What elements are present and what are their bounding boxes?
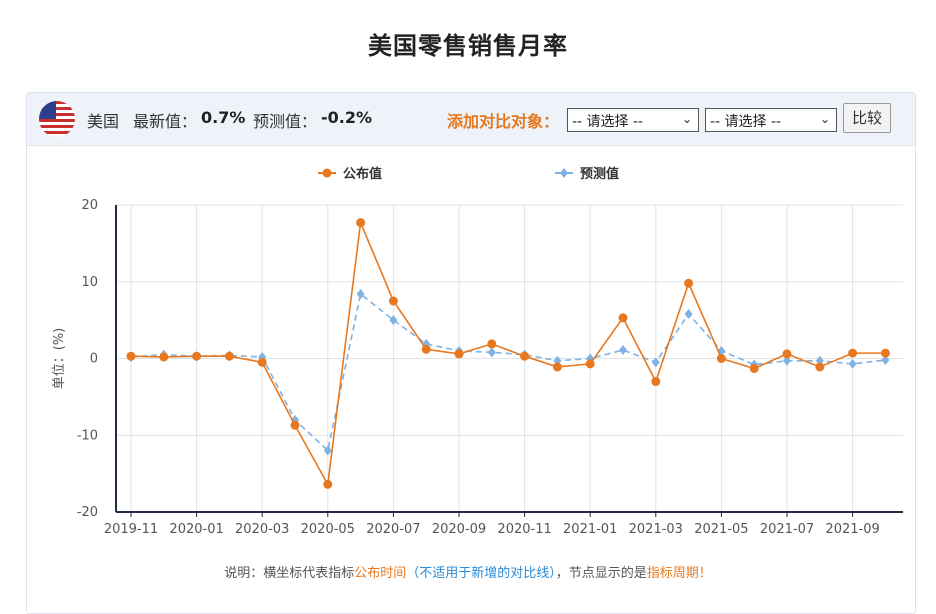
data-point-published [684,278,694,288]
x-tick-label: 2019-11 [104,522,158,537]
select-2-value: -- 请选择 -- [710,114,782,130]
data-point-published [257,357,267,367]
data-point-published [421,344,431,354]
x-tick-label: 2021-03 [629,522,683,537]
x-tick-label: 2020-05 [301,522,355,537]
data-point-forecast [783,355,791,366]
x-tick-label: 2020-03 [235,522,289,537]
data-point-forecast [684,308,693,319]
compare-select-1[interactable]: -- 请选择 -- ⌄ [567,108,699,132]
data-point-published [651,377,661,387]
chevron-down-icon: ⌄ [819,112,830,126]
y-tick-label: 20 [81,198,98,213]
legend-label: 预测值 [580,166,619,182]
data-point-published [520,351,530,361]
data-point-forecast [619,345,627,356]
data-point-published [848,348,858,358]
chart-note: 说明：横坐标代表指标公布时间（不适用于新增的对比线），节点显示的是指标周期！ [0,562,936,581]
chart: 20 10 0 -10 -20 2019-11 2020-01 2020-03 2020-05 2… [52,166,903,537]
data-point-published [815,362,825,372]
data-point-forecast [881,355,890,366]
latest-value: 0.7% [201,108,246,127]
compare-select-2[interactable]: -- 请选择 -- ⌄ [705,108,837,132]
data-point-published [618,313,628,323]
x-tick-label: 2020-07 [366,522,420,537]
page-title: 美国零售销售月率 [368,32,568,60]
note-part4: ，节点显示的是 [555,566,647,581]
country-name: 美国 [87,112,120,131]
data-point-published [487,339,497,349]
data-point-published [388,296,398,306]
legend-marker-forecast [560,168,568,178]
forecast-label: 预测值： [253,112,318,131]
legend-label: 公布值 [343,166,382,182]
data-point-published [749,363,759,373]
data-point-published [552,362,562,372]
y-tick-label: -10 [77,428,98,443]
x-tick-label: 2021-09 [825,522,879,537]
data-point-published [782,349,792,359]
note-part5: 指标周期！ [646,566,712,581]
data-point-published [159,352,169,362]
series-line-forecast [130,292,886,453]
legend: 公布值 预测值 [318,166,619,182]
note-part3: （不适用于新增的对比线） [406,566,556,581]
x-tick-label: 2020-11 [497,522,551,537]
forecast-value: -0.2% [321,108,373,127]
series-line-published [130,219,886,487]
data-point-published [290,420,300,430]
note-part2: 公布时间 [354,566,407,581]
compare-button[interactable]: 比较 [843,103,891,133]
chart-panel: 美国 最新值： 0.7% 预测值： -0.2% 添加对比对象： -- 请选择 -… [26,92,916,614]
data-point-forecast [323,445,332,456]
y-axis-label: 单位：(%) [52,328,67,390]
x-tick-label: 2020-09 [432,522,486,537]
data-point-published [880,348,890,358]
data-point-published [192,351,202,361]
chevron-down-icon: ⌄ [681,112,692,126]
select-1-value: -- 请选择 -- [572,114,644,130]
data-point-published [356,218,366,228]
y-tick-label: 0 [90,352,98,367]
latest-label: 最新值： [133,112,198,131]
x-tick-label: 2021-07 [760,522,814,537]
data-point-published [716,354,726,363]
data-point-forecast [356,289,365,300]
data-point-forecast [487,347,496,358]
compare-label: 添加对比对象： [447,112,560,131]
legend-marker-published [322,168,332,178]
x-tick-label: 2020-01 [169,522,223,537]
data-point-forecast [651,357,660,368]
data-point-published [323,479,333,489]
y-tick-label: 10 [81,275,98,290]
data-point-forecast [848,358,857,369]
series-layer [126,218,890,489]
us-flag-icon [39,101,75,137]
x-tick-label: 2021-01 [563,522,617,537]
data-point-published [585,359,595,369]
data-point-published [224,351,234,361]
x-tick-label: 2021-05 [694,522,748,537]
axes: 20 10 0 -10 -20 2019-11 2020-01 2020-03 2020-05 2… [52,198,903,537]
data-point-published [126,351,136,361]
data-point-published [454,349,464,359]
note-part1: 说明：横坐标代表指标 [224,566,355,581]
toolbar: 美国 最新值： 0.7% 预测值： -0.2% 添加对比对象： -- 请选择 -… [27,93,915,146]
y-tick-label: -20 [77,505,98,520]
data-point-forecast [389,315,398,326]
